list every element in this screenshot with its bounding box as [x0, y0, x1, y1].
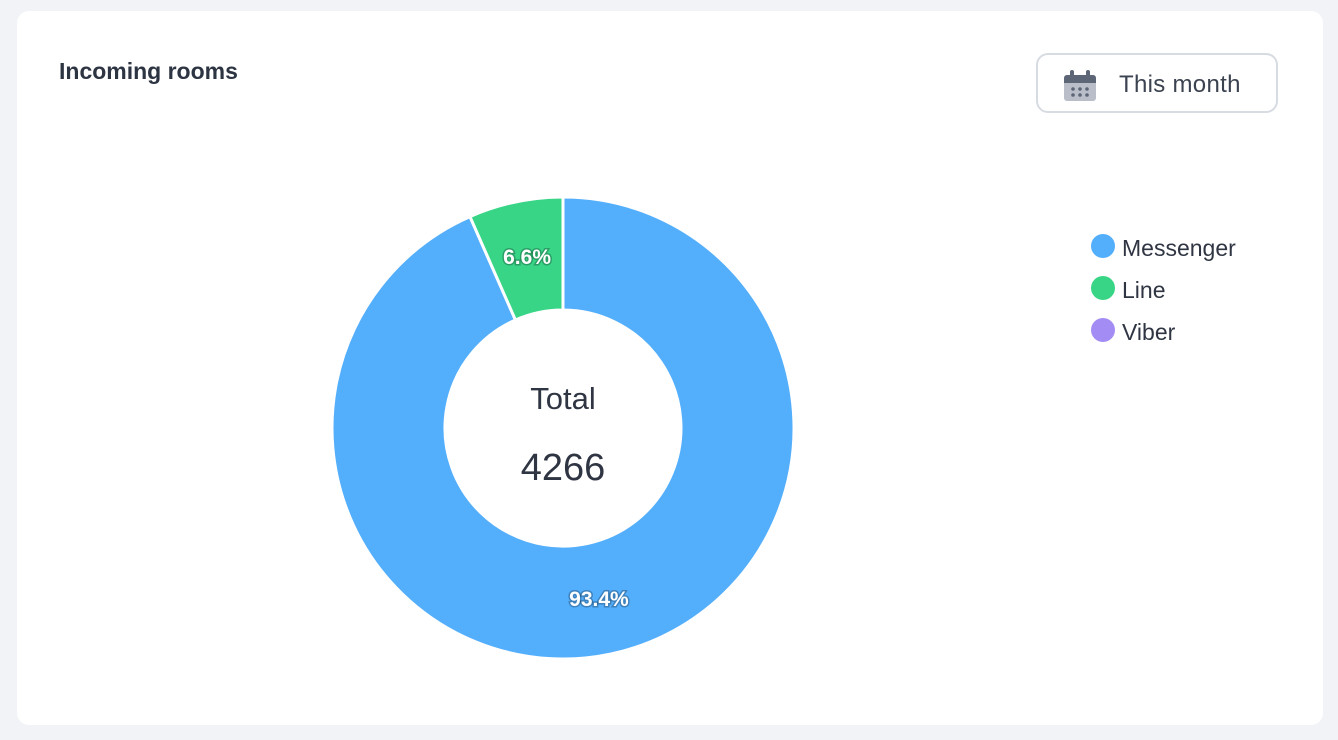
legend-item-line[interactable]: Line [1091, 276, 1236, 318]
chart-legend: Messenger Line Viber [1091, 234, 1236, 360]
date-range-label: This month [1119, 71, 1241, 98]
center-title: Total [530, 381, 595, 416]
slice-label-messenger: 93.4% [569, 588, 629, 611]
calendar-icon [1064, 70, 1096, 101]
legend-label-viber: Viber [1122, 319, 1176, 345]
center-total-value: 4266 [521, 447, 606, 489]
legend-swatch-line [1091, 276, 1115, 300]
date-range-button[interactable]: This month [1036, 53, 1278, 113]
legend-label-line: Line [1122, 277, 1166, 303]
slice-label-line: 6.6% [503, 246, 551, 269]
donut-chart: 93.4% 6.6% Total 4266 [330, 195, 796, 661]
legend-item-viber[interactable]: Viber [1091, 318, 1236, 360]
legend-swatch-messenger [1091, 234, 1115, 258]
incoming-rooms-card: Incoming rooms This month 93.4% 6.6% Tota… [17, 11, 1323, 725]
legend-label-messenger: Messenger [1122, 235, 1236, 261]
legend-swatch-viber [1091, 318, 1115, 342]
legend-item-messenger[interactable]: Messenger [1091, 234, 1236, 276]
slice-messenger[interactable] [330, 195, 796, 661]
card-title: Incoming rooms [59, 58, 238, 84]
slice-line[interactable] [467, 195, 565, 322]
